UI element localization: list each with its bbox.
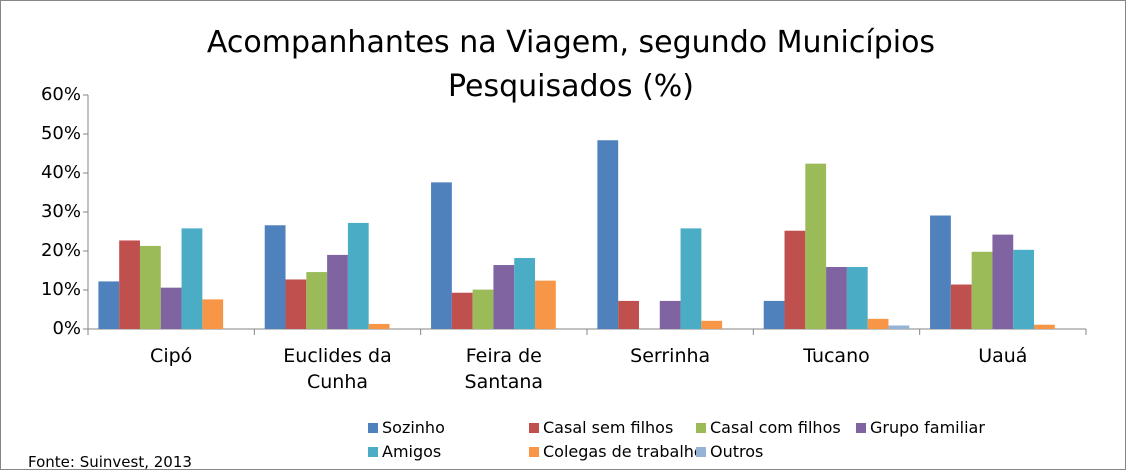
bar: [139, 245, 161, 329]
bar: [202, 299, 224, 329]
y-tick-label: 40%: [41, 162, 81, 183]
legend-label: Casal sem filhos: [543, 418, 674, 437]
legend-swatch: [368, 422, 378, 433]
legend-swatch: [696, 422, 706, 433]
bar: [160, 287, 182, 329]
source: Fonte: Suinvest, 2013: [28, 453, 192, 470]
legend-item: Sozinho: [368, 418, 445, 437]
legend-item: Amigos: [368, 442, 441, 461]
y-tick-label: 20%: [41, 240, 81, 261]
bar: [930, 215, 951, 329]
x-tick-label: Euclides da Cunha: [283, 345, 392, 393]
y-tick-label: 30%: [41, 201, 81, 222]
bar: [597, 140, 619, 329]
chart-title: Acompanhantes na Viagem, segundo Municíp…: [206, 25, 936, 104]
bar: [659, 300, 681, 329]
legend-item: Casal sem filhos: [529, 418, 673, 437]
legend-swatch: [856, 422, 866, 433]
legend-label: Colegas de trabalho: [543, 442, 704, 461]
bar: [701, 320, 723, 329]
legend-label: Amigos: [382, 442, 442, 461]
x-tick-label: Tucano: [803, 345, 870, 367]
bar: [119, 240, 140, 329]
bar: [784, 230, 806, 329]
legend-item: Grupo familiar: [856, 418, 985, 437]
bar: [535, 280, 556, 329]
legend-swatch: [529, 422, 539, 433]
bar: [971, 251, 993, 329]
legend-label: Grupo familiar: [870, 418, 985, 437]
bar: [867, 318, 889, 329]
bar: [264, 225, 286, 329]
y-tick-label: 50%: [41, 123, 81, 144]
x-tick-label: Serrinha: [630, 345, 711, 367]
bar: [888, 325, 910, 329]
bar: [98, 281, 120, 329]
bar: [472, 289, 494, 329]
bar: [950, 284, 972, 329]
legend-swatch: [529, 446, 539, 457]
bar: [327, 254, 348, 329]
y-tick-label: 10%: [41, 279, 81, 300]
bar: [181, 228, 203, 329]
bar: [805, 163, 827, 329]
legend-label: Sozinho: [382, 418, 445, 437]
y-tick-label: 60%: [41, 84, 81, 105]
legend-swatch: [368, 446, 378, 457]
legend-item: Casal com filhos: [696, 418, 841, 437]
bar: [285, 279, 307, 329]
bar: [306, 272, 328, 329]
x-tick-label: Feira de Santana: [464, 345, 544, 393]
bar: [368, 323, 390, 329]
y-tick-label: 0%: [52, 318, 81, 339]
bar: [451, 292, 473, 329]
legend-item: Colegas de trabalho: [529, 442, 704, 461]
bar: [431, 182, 452, 329]
legend-item: Outros: [696, 442, 763, 461]
bar: [826, 266, 847, 329]
bar: [846, 266, 868, 329]
bar: [680, 228, 702, 329]
bar: [1034, 324, 1055, 329]
legend-label: Outros: [710, 442, 764, 461]
x-tick-label: Cipó: [150, 345, 193, 367]
legend-swatch: [696, 446, 706, 457]
bar: [347, 222, 369, 329]
bar: [763, 300, 785, 329]
legend-label: Casal com filhos: [710, 418, 841, 437]
bar: [493, 265, 515, 329]
x-tick-label: Uauá: [978, 345, 1028, 367]
bar: [1013, 249, 1035, 329]
bar: [992, 234, 1014, 329]
bar: [618, 300, 639, 329]
bar: [514, 258, 536, 329]
